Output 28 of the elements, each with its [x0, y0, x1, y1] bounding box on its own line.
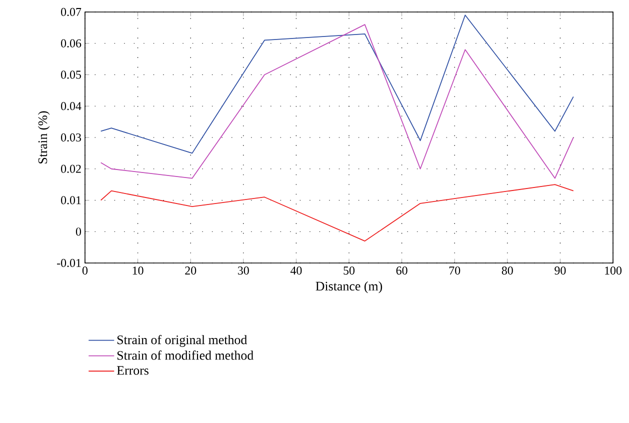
line-series: [100, 184, 574, 242]
legend-label: Errors: [116, 366, 148, 375]
legend-label: Strain of modified method: [117, 350, 254, 360]
x-tick-label: 0: [82, 266, 88, 275]
y-tick-label: 0.01: [61, 196, 81, 204]
x-tick-label: 80: [502, 266, 513, 275]
y-tick-label: 0.04: [61, 102, 82, 110]
x-tick-label: 60: [396, 266, 408, 275]
legend-label: Strain of original method: [117, 334, 248, 347]
x-tick-label: 30: [238, 266, 249, 275]
line-series: [100, 14, 574, 154]
y-tick-label: 0.05: [61, 70, 82, 79]
line-series: [100, 24, 574, 179]
y-tick-label: -0.01: [57, 258, 81, 268]
x-tick-label: 70: [449, 266, 460, 275]
y-tick-label: 0.02: [61, 164, 81, 173]
x-axis-title: Distance (m): [316, 281, 382, 294]
y-tick-label: 0.06: [61, 39, 82, 48]
y-tick-label: 0: [76, 228, 82, 236]
x-tick-label: 10: [132, 266, 144, 275]
y-tick-label: 0.03: [61, 133, 82, 142]
x-tick-label: 40: [290, 266, 302, 275]
x-tick-label: 100: [605, 266, 622, 275]
x-tick-label: 90: [554, 266, 566, 275]
y-tick-label: 0.07: [61, 8, 82, 16]
x-tick-label: 20: [185, 266, 196, 275]
x-tick-label: 50: [344, 266, 355, 275]
y-axis-title: Strain (%): [38, 111, 50, 164]
